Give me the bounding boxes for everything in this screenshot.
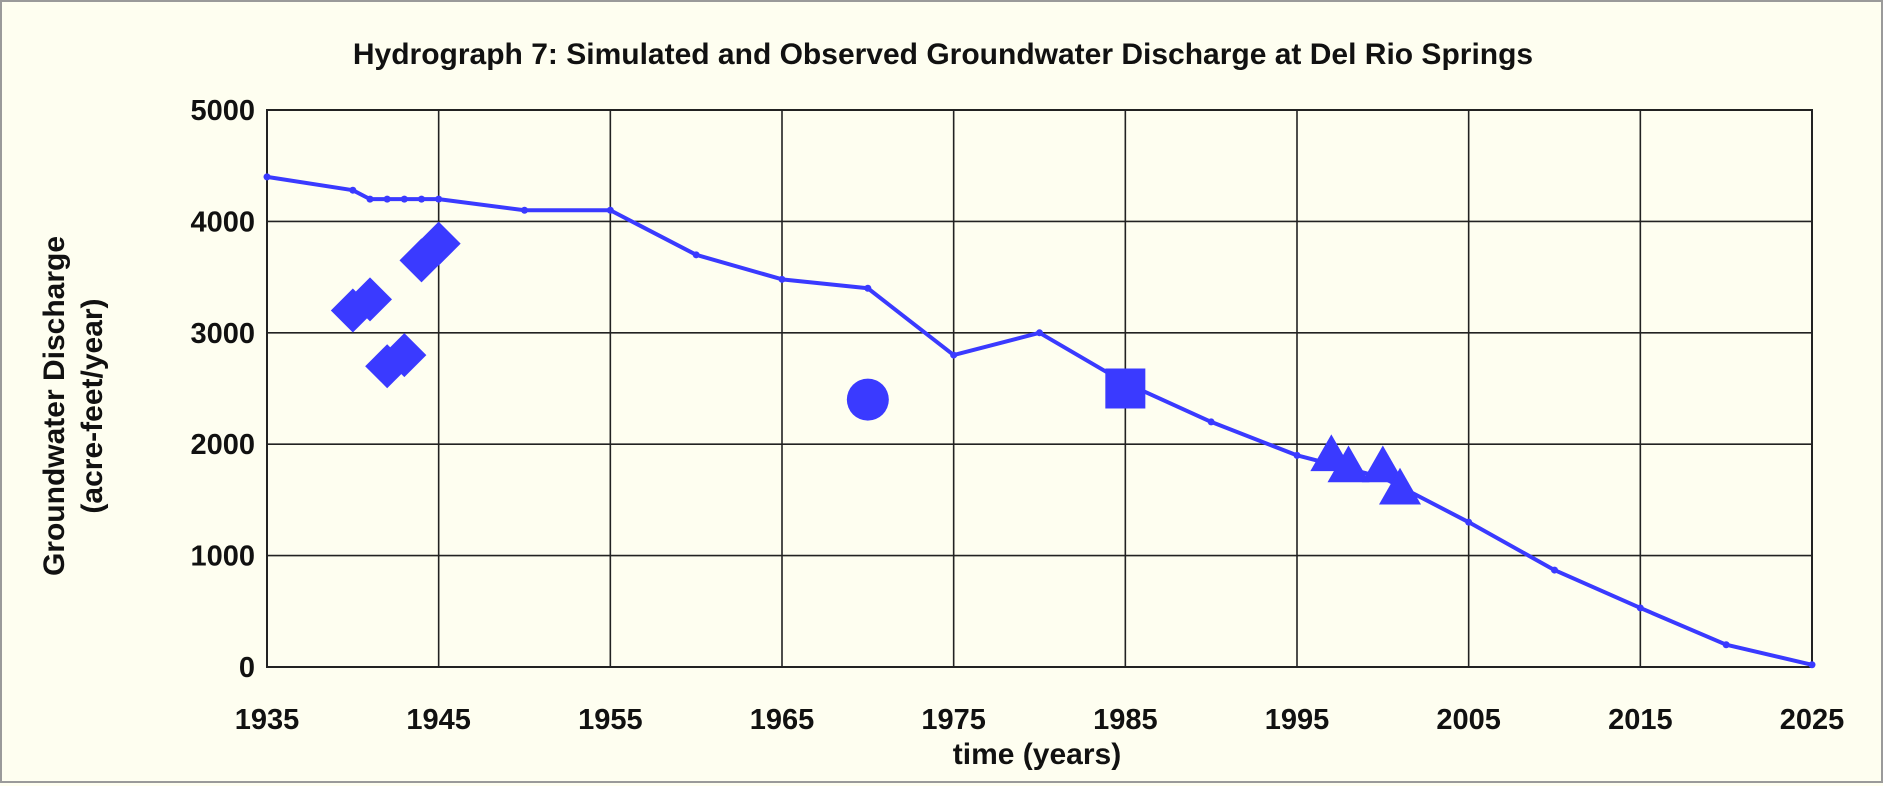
simulated-point (418, 195, 425, 203)
x-tick-label: 2015 (1608, 704, 1673, 736)
simulated-series (263, 173, 1816, 669)
simulated-point (263, 173, 271, 181)
simulated-point (950, 351, 958, 359)
y-axis-label-line1: Groundwater Discharge (38, 236, 71, 576)
y-tick-label: 1000 (190, 541, 255, 573)
observed-diamond-marker (416, 221, 461, 266)
simulated-point (383, 195, 391, 203)
observed-diamond-marker (382, 333, 427, 378)
x-tick-label: 1935 (235, 704, 300, 736)
simulated-point (864, 284, 872, 292)
simulated-point (1551, 566, 1558, 574)
simulated-line (266, 174, 1813, 667)
simulated-point (1722, 641, 1730, 649)
y-tick-label: 2000 (190, 429, 255, 461)
simulated-point (400, 195, 408, 203)
observed-triangle-marker (1327, 445, 1370, 483)
y-tick-label: 5000 (190, 95, 255, 127)
x-tick-label: 2005 (1436, 704, 1501, 736)
simulated-point (1207, 418, 1215, 426)
observed-triangle-marker (1361, 445, 1404, 483)
x-tick-label: 2025 (1780, 704, 1845, 736)
simulated-point (521, 206, 528, 214)
simulated-point (349, 186, 357, 194)
observed-series (330, 221, 1421, 505)
y-axis-label: Groundwater Discharge (acre-feet/year) (38, 236, 109, 576)
y-tick-label: 4000 (190, 206, 255, 238)
plot-border (266, 109, 1813, 668)
y-tick-label: 0 (239, 652, 255, 684)
tick-labels: 1935 1945 1955 1965 1975 1985 1995 2005 2015 2025… (190, 95, 1844, 736)
observed-square-marker (1105, 368, 1146, 409)
simulated-point (1293, 451, 1301, 459)
simulated-point (366, 195, 374, 203)
observed-circle-marker (846, 378, 889, 421)
x-tick-label: 1985 (1093, 704, 1158, 736)
x-tick-label: 1965 (750, 704, 815, 736)
simulated-point (778, 275, 786, 283)
x-axis-label: time (years) (953, 738, 1121, 771)
x-tick-label: 1945 (406, 704, 471, 736)
chart-title: Hydrograph 7: Simulated and Observed Gro… (353, 38, 1533, 71)
x-tick-label: 1975 (921, 704, 986, 736)
simulated-point (1465, 518, 1473, 526)
y-axis-label-line2: (acre-feet/year) (76, 298, 109, 513)
x-tick-label: 1995 (1265, 704, 1330, 736)
x-tick-label: 1955 (578, 704, 643, 736)
simulated-point (1036, 329, 1043, 337)
simulated-point (1636, 604, 1644, 612)
observed-diamond-marker (399, 238, 444, 283)
simulated-point (435, 195, 443, 203)
y-tick-label: 3000 (190, 318, 255, 350)
observed-diamond-marker (348, 277, 392, 322)
simulated-point (1808, 661, 1816, 669)
simulated-point (692, 251, 700, 259)
simulated-point (606, 206, 614, 214)
observed-triangle-marker (1379, 467, 1421, 505)
